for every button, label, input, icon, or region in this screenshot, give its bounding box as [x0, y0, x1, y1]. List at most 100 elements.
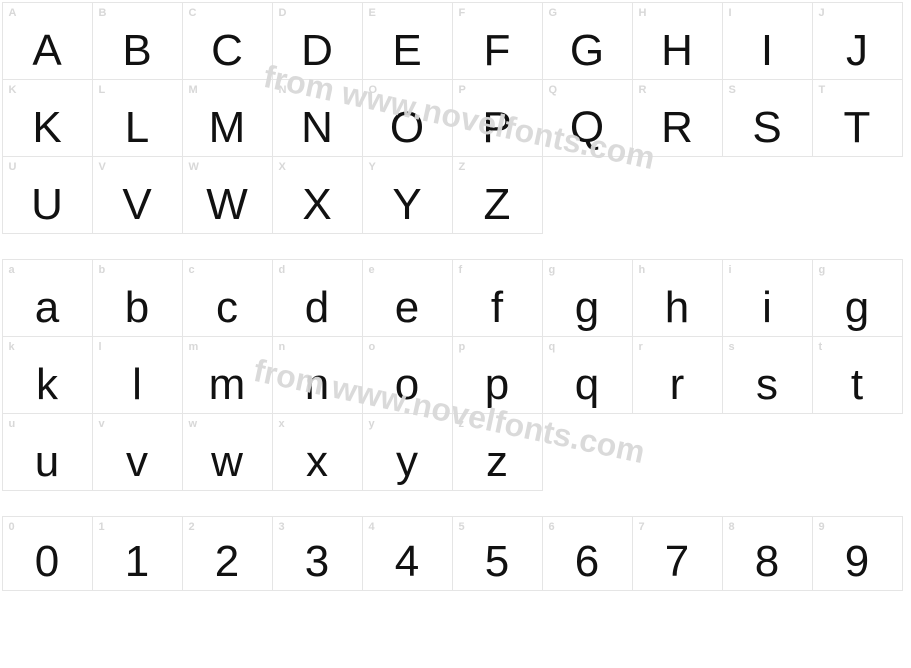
glyph: 9	[813, 540, 902, 584]
glyph: d	[273, 286, 362, 330]
glyph: N	[273, 106, 362, 150]
glyph-cell: 44	[362, 516, 453, 591]
glyph-cell: mm	[182, 336, 273, 414]
glyph: h	[633, 286, 722, 330]
glyph-cell: RR	[632, 79, 723, 157]
glyph-label: T	[819, 84, 826, 96]
glyph: w	[183, 440, 272, 484]
glyph: 1	[93, 540, 182, 584]
glyph: 8	[723, 540, 812, 584]
glyph: z	[453, 440, 542, 484]
glyph-cell-empty	[632, 156, 723, 234]
glyph-label: f	[459, 264, 463, 276]
glyph-cell: 88	[722, 516, 813, 591]
glyph-label: X	[279, 161, 287, 173]
glyph-label: c	[189, 264, 195, 276]
glyph: r	[633, 363, 722, 407]
glyph-label: 1	[99, 521, 105, 533]
glyph-cell: gg	[542, 259, 633, 337]
glyph: K	[3, 106, 92, 150]
glyph: f	[453, 286, 542, 330]
glyph-label: 5	[459, 521, 465, 533]
glyph: l	[93, 363, 182, 407]
glyph-label: g	[819, 264, 826, 276]
glyph-cell: cc	[182, 259, 273, 337]
glyph: u	[3, 440, 92, 484]
glyph-label: q	[549, 341, 556, 353]
glyph-label: 7	[639, 521, 645, 533]
glyph: b	[93, 286, 182, 330]
glyph: e	[363, 286, 452, 330]
glyph-label: B	[99, 7, 107, 19]
glyph-label: C	[189, 7, 197, 19]
glyph-cell: UU	[2, 156, 93, 234]
section-numbers: 00112233445566778899	[2, 516, 909, 590]
glyph-cell-empty	[722, 413, 813, 491]
glyph-cell: HH	[632, 2, 723, 80]
glyph: I	[723, 29, 812, 73]
glyph-cell: 55	[452, 516, 543, 591]
glyph-cell: zz	[452, 413, 543, 491]
glyph-label: b	[99, 264, 106, 276]
glyph: J	[813, 29, 902, 73]
glyph-label: l	[99, 341, 102, 353]
glyph-label: H	[639, 7, 647, 19]
glyph-label: s	[729, 341, 735, 353]
glyph: A	[3, 29, 92, 73]
glyph-label: M	[189, 84, 198, 96]
glyph: S	[723, 106, 812, 150]
glyph: W	[183, 183, 272, 227]
glyph-label: p	[459, 341, 466, 353]
glyph: U	[3, 183, 92, 227]
glyph: C	[183, 29, 272, 73]
glyph: 0	[3, 540, 92, 584]
glyph-cell: 11	[92, 516, 183, 591]
glyph: 2	[183, 540, 272, 584]
glyph-cell: XX	[272, 156, 363, 234]
glyph-label: D	[279, 7, 287, 19]
glyph-cell: 00	[2, 516, 93, 591]
glyph-cell: kk	[2, 336, 93, 414]
glyph: Y	[363, 183, 452, 227]
section-lowercase: aabbccddeeffgghhiiggkkllmmnnooppqqrrsstt…	[2, 259, 909, 490]
glyph: E	[363, 29, 452, 73]
glyph: t	[813, 363, 902, 407]
glyph-cell: hh	[632, 259, 723, 337]
glyph-cell: GG	[542, 2, 633, 80]
glyph-cell: bb	[92, 259, 183, 337]
glyph-label: Y	[369, 161, 377, 173]
glyph-label: y	[369, 418, 375, 430]
glyph-label: g	[549, 264, 556, 276]
glyph: m	[183, 363, 272, 407]
glyph-cell: TT	[812, 79, 903, 157]
glyph-cell: ff	[452, 259, 543, 337]
glyph-cell: DD	[272, 2, 363, 80]
glyph-label: x	[279, 418, 285, 430]
glyph-cell: MM	[182, 79, 273, 157]
glyph-cell: VV	[92, 156, 183, 234]
glyph-cell: 99	[812, 516, 903, 591]
glyph-cell: yy	[362, 413, 453, 491]
glyph-cell: aa	[2, 259, 93, 337]
glyph-label: v	[99, 418, 105, 430]
glyph-label: R	[639, 84, 647, 96]
glyph-cell: xx	[272, 413, 363, 491]
glyph: O	[363, 106, 452, 150]
glyph: k	[3, 363, 92, 407]
glyph-chart: AABBCCDDEEFFGGHHIIJJKKLLMMNNOOPPQQRRSSTT…	[0, 0, 911, 592]
glyph-label: J	[819, 7, 825, 19]
glyph-label: E	[369, 7, 377, 19]
glyph-label: o	[369, 341, 376, 353]
glyph-label: u	[9, 418, 16, 430]
glyph-cell: ww	[182, 413, 273, 491]
glyph: i	[723, 286, 812, 330]
glyph: F	[453, 29, 542, 73]
glyph-cell: PP	[452, 79, 543, 157]
glyph: 7	[633, 540, 722, 584]
glyph-cell-empty	[722, 156, 813, 234]
glyph-label: U	[9, 161, 17, 173]
glyph-cell: ss	[722, 336, 813, 414]
glyph-label: n	[279, 341, 286, 353]
glyph-label: e	[369, 264, 375, 276]
glyph-cell: AA	[2, 2, 93, 80]
